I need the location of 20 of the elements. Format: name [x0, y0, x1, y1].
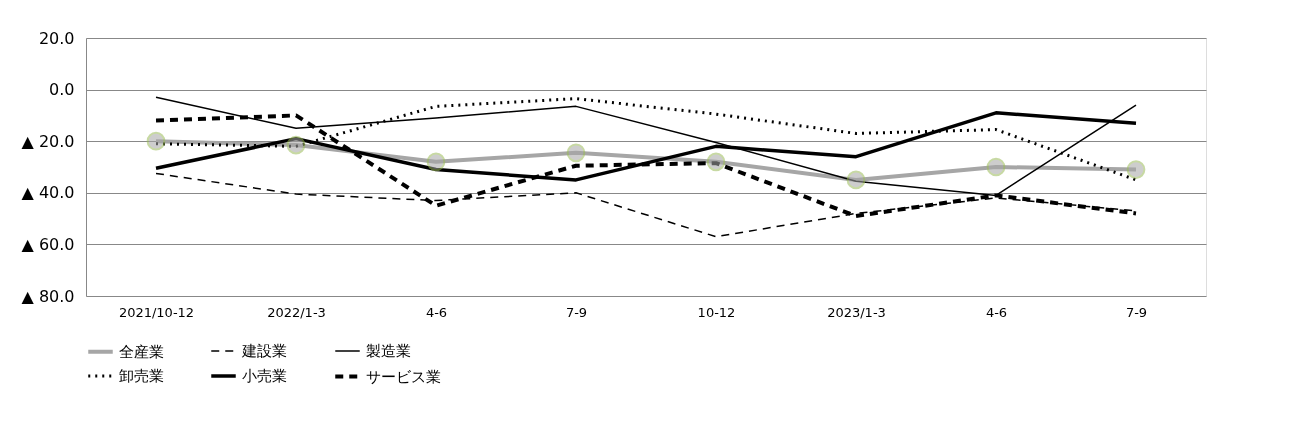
legend-label: 小売業 [242, 367, 287, 385]
x-tick-label: 4-6 [985, 304, 1008, 320]
x-tick-label: 10-12 [697, 304, 736, 320]
y-tick-label: 0.0 [49, 80, 75, 100]
legend-label: サービス業 [366, 367, 441, 386]
y-tick-label: 20.0 [38, 28, 75, 48]
y-tick-label: ▲ 60.0 [21, 234, 75, 254]
x-tick-label: 7-9 [1125, 304, 1148, 320]
x-tick-label: 2022/1-3 [267, 304, 326, 320]
legend-label: 製造業 [366, 342, 411, 360]
x-tick-label: 2021/10-12 [118, 304, 195, 320]
y-tick-label: ▲ 20.0 [21, 131, 75, 151]
legend-label: 建設業 [241, 342, 287, 360]
x-tick-label: 2023/1-3 [827, 304, 886, 320]
legend-label: 全産業 [119, 342, 164, 361]
y-tick-label: ▲ 40.0 [21, 183, 75, 203]
x-tick-label: 7-9 [565, 304, 588, 320]
legend-label: 卸売業 [119, 367, 164, 385]
x-tick-label: 4-6 [425, 304, 448, 320]
y-tick-label: ▲ 80.0 [21, 286, 75, 306]
